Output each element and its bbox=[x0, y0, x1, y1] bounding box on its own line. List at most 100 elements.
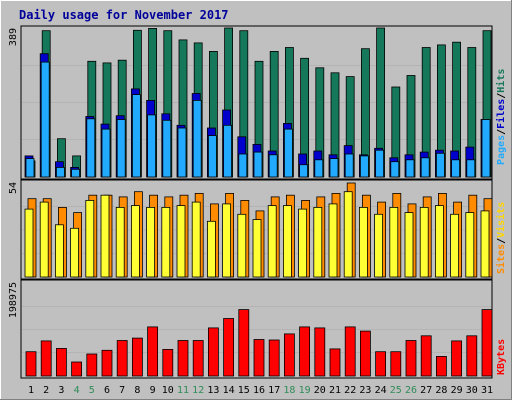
xtick-day-5: 5 bbox=[89, 385, 95, 396]
bar-kbytes-day-31 bbox=[481, 309, 493, 377]
xtick-day-1: 1 bbox=[28, 385, 34, 396]
xtick-day-25: 25 bbox=[390, 385, 402, 396]
bar-pages-day-7 bbox=[116, 119, 126, 178]
bar-kbytes-day-25 bbox=[390, 351, 402, 377]
xtick-day-20: 20 bbox=[314, 385, 326, 396]
bar-sites-day-21 bbox=[328, 203, 338, 278]
chart-marks bbox=[22, 27, 493, 377]
bar-kbytes-day-24 bbox=[375, 351, 387, 377]
bar-pages-day-15 bbox=[238, 153, 248, 178]
chart-title: Daily usage for November 2017 bbox=[19, 8, 229, 22]
bar-sites-day-22 bbox=[343, 191, 353, 278]
bar-kbytes-day-16 bbox=[253, 339, 265, 377]
bar-sites-day-11 bbox=[176, 205, 186, 278]
bar-kbytes-day-8 bbox=[131, 337, 143, 377]
xtick-day-27: 27 bbox=[420, 385, 432, 396]
bar-kbytes-day-6 bbox=[101, 349, 113, 377]
legend-hits: Hits bbox=[495, 69, 507, 93]
bar-kbytes-day-18 bbox=[283, 333, 295, 377]
bar-kbytes-day-4 bbox=[71, 361, 82, 377]
bar-sites-day-26 bbox=[404, 212, 414, 278]
bar-pages-day-13 bbox=[207, 135, 217, 178]
bar-sites-day-4 bbox=[70, 227, 79, 278]
xtick-day-22: 22 bbox=[344, 385, 356, 396]
xtick-day-26: 26 bbox=[405, 385, 417, 396]
bar-pages-day-9 bbox=[147, 114, 157, 178]
bar-kbytes-day-30 bbox=[466, 335, 478, 377]
bar-kbytes-day-19 bbox=[299, 326, 311, 377]
legend-kbytes: KBytes bbox=[496, 339, 507, 375]
bar-sites-day-16 bbox=[252, 219, 262, 278]
bar-pages-day-6 bbox=[101, 128, 111, 178]
bar-sites-day-6 bbox=[100, 194, 110, 278]
bar-kbytes-day-1 bbox=[25, 351, 37, 377]
bar-sites-day-7 bbox=[115, 206, 125, 278]
xtick-day-28: 28 bbox=[435, 385, 447, 396]
xtick-day-13: 13 bbox=[207, 385, 219, 396]
bar-pages-day-10 bbox=[162, 119, 172, 178]
bar-pages-day-17 bbox=[268, 154, 278, 178]
xtick-day-2: 2 bbox=[43, 385, 49, 396]
bar-pages-day-22 bbox=[344, 153, 354, 178]
xtick-day-17: 17 bbox=[268, 385, 280, 396]
xtick-day-7: 7 bbox=[119, 385, 125, 396]
xtick-day-14: 14 bbox=[223, 385, 235, 396]
bar-sites-day-31 bbox=[480, 210, 490, 278]
legend-sep-1: / bbox=[496, 129, 507, 135]
bar-sites-day-10 bbox=[161, 206, 171, 278]
bar-kbytes-day-7 bbox=[116, 340, 128, 377]
xtick-day-24: 24 bbox=[375, 385, 387, 396]
bar-pages-day-27 bbox=[420, 157, 430, 178]
xtick-day-10: 10 bbox=[162, 385, 174, 396]
x-axis-ticks: 1 2 3 4 5 6 7 8 9 10 11 12 13 14 15 16 17 18 19 20 21 22 23 24 2… bbox=[28, 385, 493, 396]
bar-sites-day-1 bbox=[24, 208, 34, 278]
bar-pages-day-2 bbox=[40, 61, 50, 178]
bar-kbytes-day-12 bbox=[192, 340, 204, 377]
legend-pages: Pages bbox=[496, 135, 507, 165]
legend-sep-2: / bbox=[496, 93, 507, 99]
xtick-day-21: 21 bbox=[329, 385, 341, 396]
bar-pages-day-5 bbox=[86, 118, 96, 178]
bar-sites-day-17 bbox=[267, 205, 277, 278]
xtick-day-4: 4 bbox=[74, 385, 80, 396]
bar-pages-day-1 bbox=[25, 158, 35, 178]
xtick-day-6: 6 bbox=[104, 385, 110, 396]
bar-pages-day-30 bbox=[466, 159, 476, 178]
legend-sites: Sites bbox=[495, 244, 507, 274]
bar-pages-day-25 bbox=[390, 161, 400, 178]
legend-files: Files bbox=[495, 99, 507, 129]
bar-kbytes-day-29 bbox=[451, 340, 463, 377]
bar-kbytes-day-2 bbox=[40, 340, 52, 377]
bar-sites-day-19 bbox=[298, 208, 308, 278]
xtick-day-30: 30 bbox=[466, 385, 478, 396]
bar-pages-day-20 bbox=[314, 159, 324, 178]
bar-sites-day-12 bbox=[191, 201, 201, 278]
bar-sites-day-18 bbox=[282, 205, 292, 278]
bar-pages-day-28 bbox=[435, 152, 445, 178]
bar-kbytes-day-14 bbox=[223, 318, 235, 377]
bar-pages-day-21 bbox=[329, 158, 339, 178]
bar-kbytes-day-27 bbox=[420, 335, 432, 377]
bar-sites-day-3 bbox=[55, 224, 64, 278]
bar-sites-day-30 bbox=[465, 212, 475, 278]
bar-sites-day-24 bbox=[374, 213, 384, 278]
bar-sites-day-5 bbox=[85, 199, 95, 278]
bar-kbytes-day-17 bbox=[268, 339, 280, 377]
bar-sites-day-20 bbox=[313, 206, 323, 278]
ytick-max-kbytes: 198975 bbox=[8, 282, 19, 318]
bar-kbytes-day-10 bbox=[162, 348, 174, 377]
bar-sites-day-2 bbox=[39, 201, 49, 278]
bar-sites-day-27 bbox=[419, 206, 429, 278]
bar-pages-day-26 bbox=[405, 159, 415, 178]
legend-sep-3: / bbox=[496, 238, 507, 244]
bar-sites-day-15 bbox=[237, 213, 247, 278]
bar-pages-day-8 bbox=[131, 94, 141, 178]
xtick-day-19: 19 bbox=[299, 385, 311, 396]
bar-kbytes-day-20 bbox=[314, 327, 326, 377]
bar-sites-day-13 bbox=[206, 220, 216, 278]
bar-sites-day-9 bbox=[146, 206, 156, 278]
bar-pages-day-16 bbox=[253, 151, 263, 178]
bar-pages-day-29 bbox=[451, 159, 461, 178]
bar-kbytes-day-22 bbox=[344, 326, 356, 377]
